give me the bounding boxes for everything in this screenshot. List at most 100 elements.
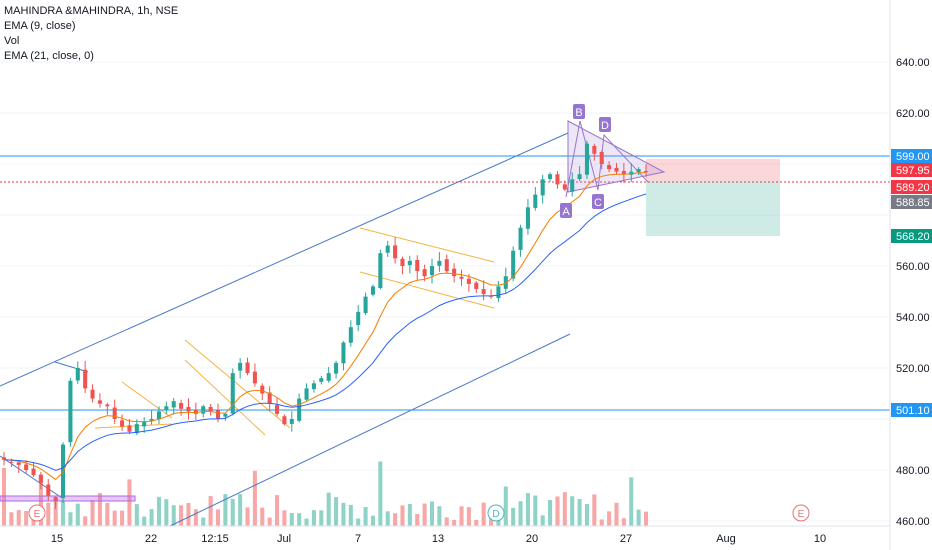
candle-body [577, 174, 582, 180]
price-level-label: 599.00 [896, 151, 930, 163]
candle-body [341, 342, 346, 364]
pattern-point-label: C [594, 197, 602, 209]
event-marker [28, 504, 46, 522]
volume-bar [16, 510, 21, 526]
volume-bar [31, 515, 36, 526]
volume-bar [525, 493, 530, 526]
price-tick-label: 460.00 [896, 516, 930, 528]
candle-body [474, 282, 479, 289]
candle-body [149, 419, 154, 421]
price-tick-label: 620.00 [896, 108, 930, 120]
pattern-point-label: D [601, 120, 609, 132]
volume-bar [105, 502, 110, 526]
flag-line [359, 227, 495, 263]
candle-body [83, 369, 88, 389]
legend-ema21[interactable]: EMA (21, close, 0) [4, 50, 94, 62]
volume-bar [607, 511, 612, 526]
candle-body [186, 406, 191, 412]
volume-bar [24, 511, 29, 526]
volume-bar [584, 504, 589, 526]
legend-title[interactable]: MAHINDRA &MAHINDRA, 1h, NSE [4, 5, 179, 17]
candle-body [525, 207, 530, 229]
time-axis[interactable]: 15 22 12:15 Jul 7 13 20 27 Aug 10 [0, 525, 890, 545]
candle-body [429, 266, 435, 276]
volume-bar [496, 517, 501, 526]
volume-bar [267, 517, 272, 526]
volume-bar [245, 507, 250, 526]
price-level-badge [891, 229, 932, 243]
event-marker-label: E [34, 509, 41, 520]
candle-body [584, 143, 589, 175]
volume-bar [370, 515, 375, 526]
candle-body [334, 362, 339, 374]
chart-overlays: A B C D E D E [28, 104, 810, 522]
pattern-point-marker [599, 117, 611, 132]
candle-body [415, 259, 420, 272]
ema-21-line [3, 193, 647, 471]
volume-bar [341, 502, 346, 526]
volume-bar [297, 513, 302, 526]
volume-bar [289, 513, 294, 526]
candle-body [400, 258, 405, 266]
price-level-label: 597.95 [896, 165, 930, 177]
legend-volume[interactable]: Vol [4, 35, 20, 47]
candle-body [208, 406, 213, 412]
ema-9-line [3, 172, 647, 481]
volume-bar [533, 495, 538, 526]
triangle-pattern [567, 120, 666, 193]
candle-body [363, 296, 368, 314]
candle-body [348, 327, 353, 343]
time-tick-label: Aug [716, 533, 736, 545]
candle-body [24, 464, 29, 470]
pattern-point-label: A [562, 206, 570, 218]
price-level-badge [891, 163, 932, 177]
candle-body [385, 245, 390, 253]
price-level-label: 568.20 [896, 231, 930, 243]
candle-body [97, 400, 102, 404]
volume-bar [400, 505, 405, 526]
price-tick-label: 540.00 [896, 312, 930, 324]
candle-body [16, 462, 21, 465]
time-tick-label: 7 [355, 533, 361, 545]
candle-body [444, 259, 449, 272]
candle-body [407, 260, 412, 266]
time-tick-label: 13 [432, 533, 444, 545]
candle-body [540, 179, 545, 196]
legend-ema9[interactable]: EMA (9, close) [4, 20, 76, 32]
candle-body [621, 170, 626, 175]
volume-bar [459, 506, 464, 526]
candle-body [105, 404, 110, 407]
volume-bar [252, 470, 257, 526]
chart-legend: MAHINDRA &MAHINDRA, 1h, NSE EMA (9, clos… [4, 4, 178, 64]
candle-body [297, 398, 302, 421]
drawing-tools [0, 120, 890, 527]
candle-body [422, 269, 427, 277]
volume-bar [474, 519, 479, 526]
volume-bar [385, 511, 390, 526]
volume-bar [407, 504, 412, 526]
candle-body [459, 276, 464, 279]
candle-body [238, 362, 243, 371]
volume-bar [238, 494, 243, 526]
volume-bar [134, 504, 139, 526]
volume-bar [422, 503, 427, 526]
volume-bar [511, 507, 516, 526]
pattern-point-marker [573, 104, 585, 119]
candle-body [193, 409, 198, 414]
volume-bar [311, 510, 316, 526]
price-axis[interactable]: 460.00 480.00 520.00 540.00 560.00 620.00 640.… [889, 0, 932, 550]
channel-lower-line [169, 333, 571, 527]
chart-grid [0, 61, 890, 522]
candle-body [134, 424, 139, 434]
volume-bar [1, 467, 7, 526]
price-level-badge [891, 195, 932, 209]
flag-line [184, 339, 291, 429]
candle-body [555, 174, 560, 185]
volume-bar [629, 477, 634, 526]
candle-body [607, 165, 612, 170]
candle-body [326, 373, 331, 381]
candle-body [282, 416, 287, 425]
candle-body [171, 401, 176, 408]
volume-bar [592, 494, 597, 526]
